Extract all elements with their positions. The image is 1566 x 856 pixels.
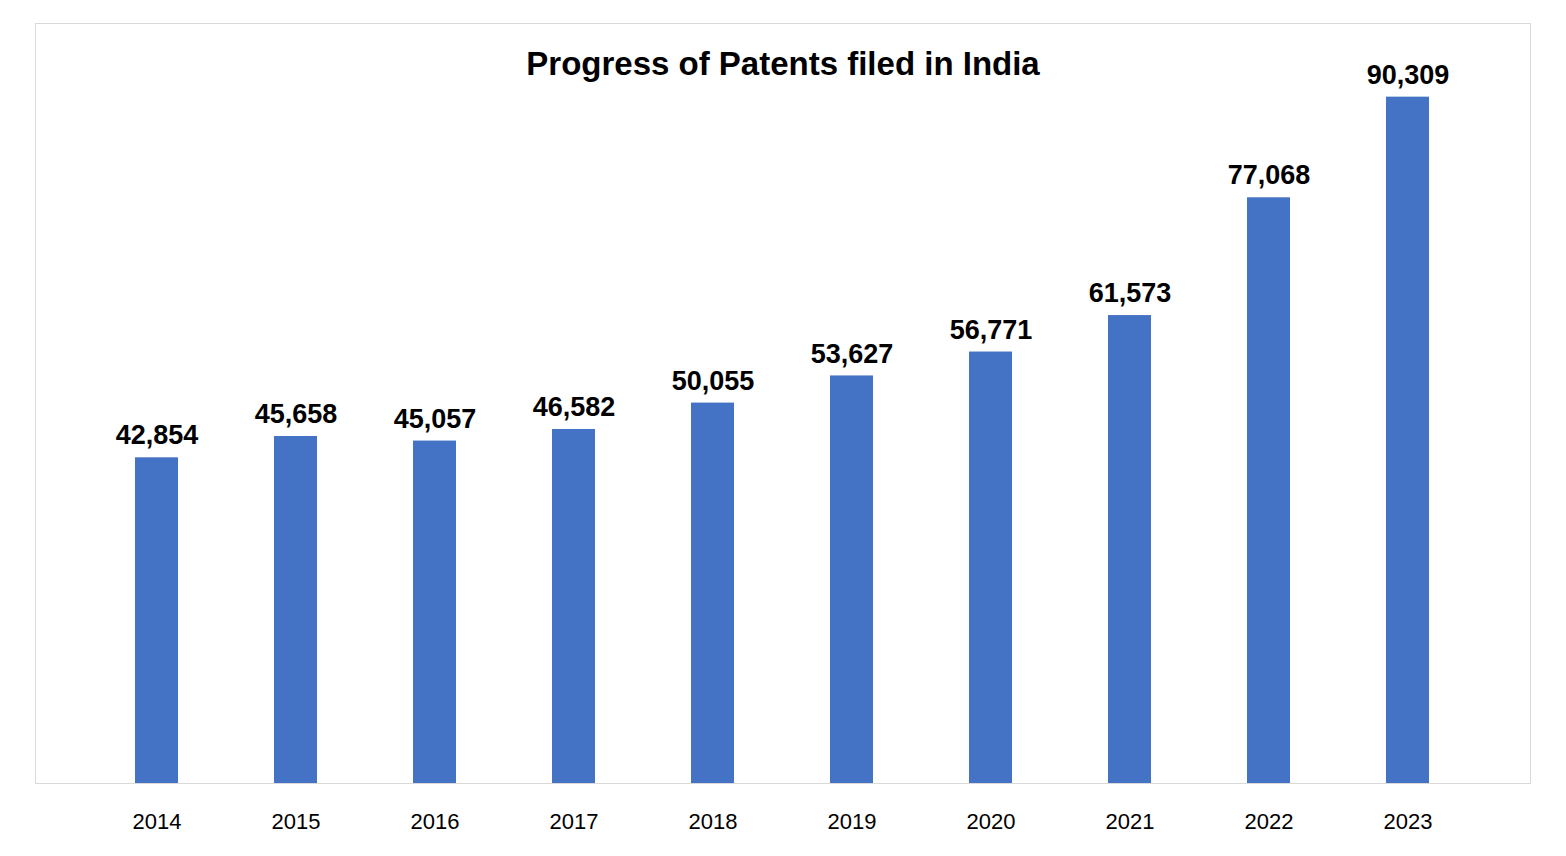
svg-text:2023: 2023 xyxy=(1384,809,1433,834)
svg-text:46,582: 46,582 xyxy=(533,392,616,422)
svg-text:56,771: 56,771 xyxy=(950,315,1033,345)
svg-text:2014: 2014 xyxy=(133,809,182,834)
svg-text:2019: 2019 xyxy=(828,809,877,834)
svg-text:45,057: 45,057 xyxy=(394,404,477,434)
svg-text:2022: 2022 xyxy=(1245,809,1294,834)
svg-text:42,854: 42,854 xyxy=(116,420,199,450)
svg-text:45,658: 45,658 xyxy=(255,399,338,429)
svg-text:90,309: 90,309 xyxy=(1367,60,1450,90)
svg-text:61,573: 61,573 xyxy=(1089,278,1172,308)
svg-text:2015: 2015 xyxy=(272,809,321,834)
svg-text:2020: 2020 xyxy=(967,809,1016,834)
svg-text:2021: 2021 xyxy=(1106,809,1155,834)
svg-text:77,068: 77,068 xyxy=(1228,160,1311,190)
svg-text:2018: 2018 xyxy=(689,809,738,834)
svg-text:2016: 2016 xyxy=(411,809,460,834)
svg-text:Progress of Patents filed in I: Progress of Patents filed in India xyxy=(526,45,1040,82)
svg-text:53,627: 53,627 xyxy=(811,339,894,369)
svg-text:2017: 2017 xyxy=(550,809,599,834)
svg-text:50,055: 50,055 xyxy=(672,366,755,396)
